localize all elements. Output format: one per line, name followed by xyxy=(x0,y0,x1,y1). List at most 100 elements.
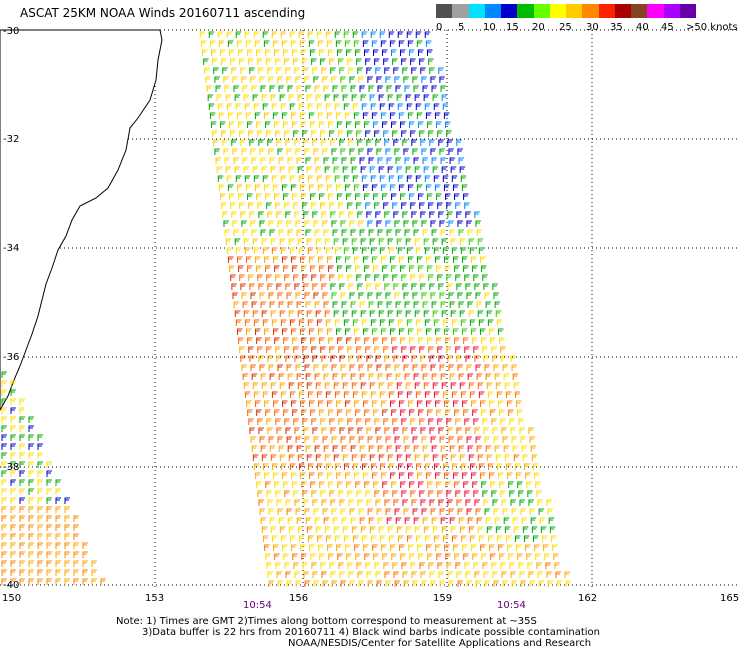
wind-barb xyxy=(484,580,491,587)
wind-barb xyxy=(286,364,293,371)
wind-barb xyxy=(378,382,385,389)
wind-barb xyxy=(292,481,298,488)
wind-barb xyxy=(295,508,302,515)
wind-barb xyxy=(382,193,388,200)
wind-barb xyxy=(460,391,467,398)
wind-barb xyxy=(364,553,370,560)
wind-barb xyxy=(28,524,34,531)
wind-barb xyxy=(392,346,398,353)
wind-barb xyxy=(315,454,322,461)
wind-barb xyxy=(46,497,52,504)
wind-barb xyxy=(491,490,497,497)
legend-swatch xyxy=(468,4,485,18)
wind-barb xyxy=(349,148,355,155)
wind-barb xyxy=(382,49,388,56)
wind-barb xyxy=(471,400,477,407)
wind-barb xyxy=(456,139,462,146)
wind-barb xyxy=(478,535,485,542)
wind-barb xyxy=(445,409,451,416)
wind-barb xyxy=(323,445,330,452)
wind-barb xyxy=(259,364,266,371)
wind-barb xyxy=(289,247,296,254)
wind-barb xyxy=(493,436,500,443)
wind-barb xyxy=(546,499,552,506)
wind-barb xyxy=(396,526,403,533)
wind-barb xyxy=(416,256,423,263)
wind-barb xyxy=(247,121,253,128)
wind-barb xyxy=(270,166,277,173)
wind-barb xyxy=(318,328,324,335)
wind-barb xyxy=(423,310,430,317)
wind-barb xyxy=(266,274,272,281)
wind-barb xyxy=(230,202,236,209)
wind-barb xyxy=(413,85,420,92)
wind-barb xyxy=(287,445,294,452)
wind-barb xyxy=(445,337,451,344)
wind-barb xyxy=(334,247,341,254)
wind-barb xyxy=(501,355,507,362)
wind-barb xyxy=(494,445,501,452)
wind-barb xyxy=(264,400,270,407)
wind-barb xyxy=(275,130,281,137)
wind-barb xyxy=(82,560,88,567)
wind-barb xyxy=(19,506,25,513)
wind-barb xyxy=(251,229,258,236)
wind-barb xyxy=(405,94,412,101)
wind-barb xyxy=(292,121,298,128)
wind-barb xyxy=(409,409,415,416)
wind-barb xyxy=(431,229,438,236)
wind-barb xyxy=(435,400,441,407)
wind-barb xyxy=(525,472,531,479)
wind-barb xyxy=(244,175,251,182)
wind-barb xyxy=(411,283,417,290)
wind-barb xyxy=(340,580,347,587)
wind-barb xyxy=(19,443,25,450)
wind-barb xyxy=(226,247,233,254)
wind-barb xyxy=(320,202,326,209)
wind-barb xyxy=(507,544,513,551)
wind-barb xyxy=(413,301,420,308)
wind-barb xyxy=(565,580,572,587)
wind-barb xyxy=(354,328,360,335)
wind-barb xyxy=(295,580,302,587)
wind-barb xyxy=(314,85,321,92)
legend-label: 5 xyxy=(458,22,465,33)
wind-barb xyxy=(320,58,326,65)
wind-barb xyxy=(424,319,431,326)
wind-barb xyxy=(431,301,438,308)
wind-barb xyxy=(379,391,386,398)
wind-barb xyxy=(28,425,34,432)
wind-barb xyxy=(486,310,493,317)
wind-barb xyxy=(539,517,546,524)
wind-barb xyxy=(319,121,325,128)
wind-barb xyxy=(249,427,255,434)
wind-barb xyxy=(251,157,258,164)
wind-barb xyxy=(10,434,16,441)
wind-barb xyxy=(377,301,384,308)
wind-barb xyxy=(357,283,363,290)
wind-barb xyxy=(257,130,263,137)
wind-barb xyxy=(293,490,299,497)
wind-barb xyxy=(398,256,405,263)
wind-barb xyxy=(324,166,331,173)
wind-barb xyxy=(553,553,559,560)
wind-barb xyxy=(422,445,429,452)
wind-barb xyxy=(447,427,453,434)
wind-barb xyxy=(417,472,423,479)
wind-barb xyxy=(237,328,243,335)
wind-barb xyxy=(278,301,285,308)
wind-barb xyxy=(328,49,334,56)
wind-barb xyxy=(312,355,318,362)
wind-barb xyxy=(270,94,277,101)
wind-barb xyxy=(312,211,318,218)
wind-barb xyxy=(287,85,294,92)
wind-barb xyxy=(355,265,361,272)
wind-barb xyxy=(485,445,492,452)
wind-barb xyxy=(409,553,415,560)
wind-barb xyxy=(362,40,369,47)
wind-barb xyxy=(433,103,440,110)
wind-barb xyxy=(349,76,355,83)
wind-barb xyxy=(46,578,52,585)
wind-barb xyxy=(406,175,413,182)
wind-barb xyxy=(324,310,331,317)
